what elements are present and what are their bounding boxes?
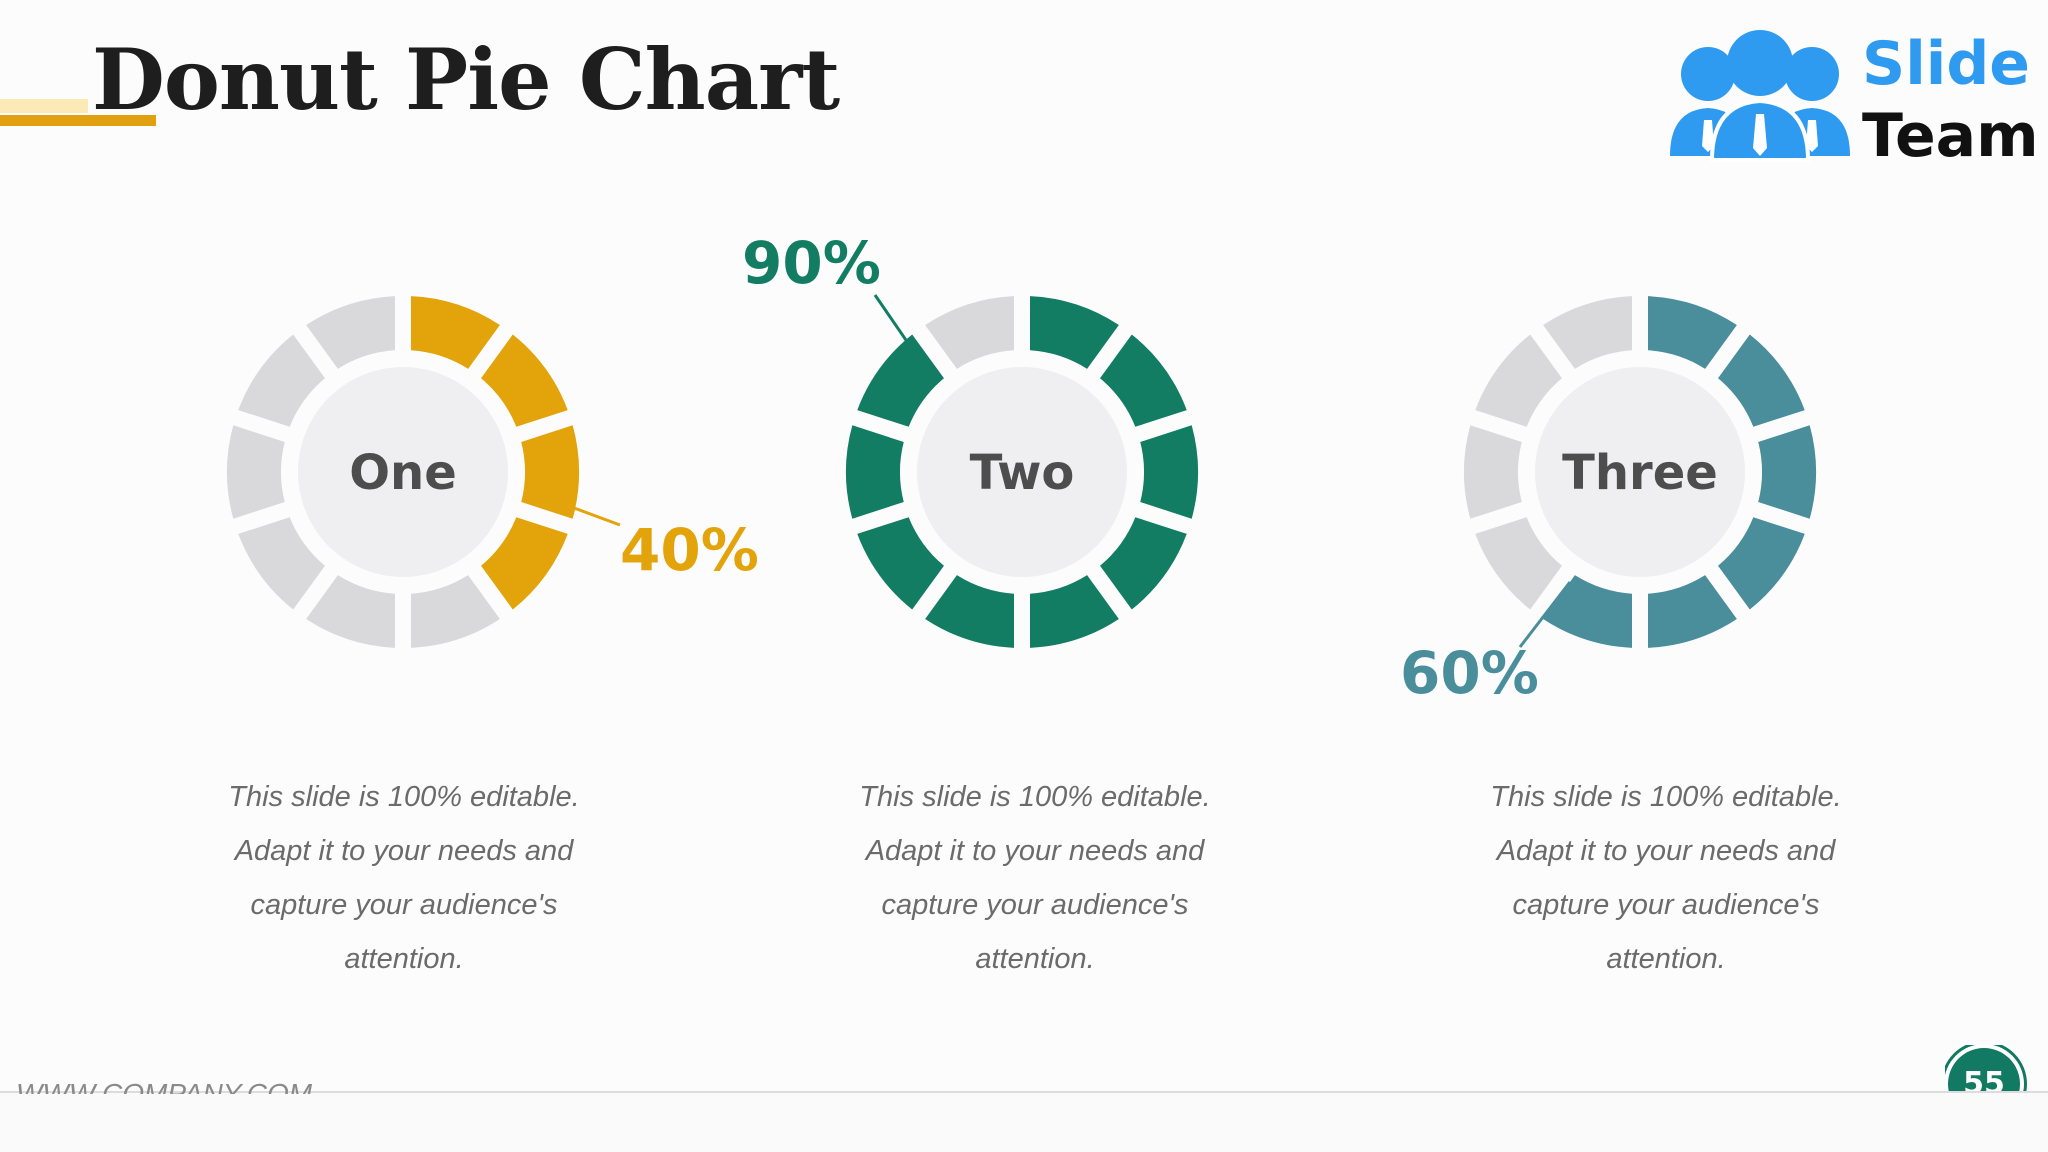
donut-chart-three: Three 60% (1400, 296, 1816, 707)
donut-center-label: Three (1562, 445, 1718, 501)
donut-center (917, 367, 1127, 577)
donut-segment-filled (1647, 296, 1737, 369)
donut-segment-empty (1543, 296, 1633, 369)
donut-segment-empty (1464, 425, 1522, 519)
donut-segment-filled (1718, 517, 1805, 610)
donut-segment-filled (521, 425, 579, 519)
donut-segment-empty (306, 296, 396, 369)
title-accent-bar (0, 115, 156, 126)
description-line: This slide is 100% editable. (859, 781, 1211, 813)
donut-center (298, 367, 508, 577)
description-line: This slide is 100% editable. (1490, 781, 1842, 813)
people-icon (1670, 30, 1850, 162)
description-three: This slide is 100% editable. Adapt it to… (1446, 770, 1886, 986)
donut-center (1535, 367, 1745, 577)
value-leader-line (1518, 581, 1572, 648)
donut-segment-filled (1543, 575, 1633, 648)
description-line: Adapt it to your needs and (234, 835, 574, 867)
donut-segment-filled (1758, 425, 1816, 519)
donut-center-label: One (349, 445, 457, 501)
description-line: Adapt it to your needs and (865, 835, 1205, 867)
donut-segment-filled (1100, 334, 1187, 427)
donut-segment-filled (481, 517, 568, 610)
donut-segment-filled (481, 334, 568, 427)
value-leader-line (873, 294, 932, 376)
donut-segment-empty (1475, 517, 1562, 610)
donut-segment-filled (1029, 575, 1119, 648)
page-number: 55 (1963, 1066, 2005, 1092)
value-label: 40% (620, 516, 759, 584)
description-line: Adapt it to your needs and (1496, 835, 1836, 867)
description-line: capture your audience's (881, 889, 1189, 921)
donut-segment-empty (238, 517, 325, 610)
donut-segment-filled (925, 575, 1015, 648)
donut-segment-filled (1718, 334, 1805, 427)
donut-segment-filled (1100, 517, 1187, 610)
description-line: attention. (975, 943, 1095, 975)
value-label: 60% (1400, 639, 1539, 707)
donut-segment-empty (238, 334, 325, 427)
donut-center-label: Two (970, 445, 1075, 501)
description-line: capture your audience's (1512, 889, 1820, 921)
donut-segment-filled (857, 517, 944, 610)
footer-area (0, 1093, 2048, 1152)
slide-title: Donut Pie Chart (92, 30, 840, 129)
footer-divider (0, 1091, 2048, 1093)
value-label: 90% (742, 229, 881, 297)
donut-segment-empty (410, 575, 500, 648)
description-two: This slide is 100% editable. Adapt it to… (815, 770, 1255, 986)
donut-segment-empty (1475, 334, 1562, 427)
logo-text-slide: Slide (1862, 29, 2030, 99)
donut-segment-filled (1647, 575, 1737, 648)
description-one: This slide is 100% editable. Adapt it to… (184, 770, 624, 986)
donut-chart-two: Two 90% (742, 229, 1198, 648)
donut-segment-filled (1029, 296, 1119, 369)
donut-segment-filled (857, 334, 944, 427)
description-line: This slide is 100% editable. (228, 781, 580, 813)
description-line: attention. (344, 943, 464, 975)
donut-segment-empty (306, 575, 396, 648)
value-leader-line (565, 503, 621, 527)
page-number-badge: 55 (1945, 1045, 2031, 1091)
title-accent-light (0, 99, 88, 113)
donut-segment-empty (226, 425, 285, 519)
footer-url: WWW.COMPANY.COM (16, 1080, 312, 1094)
slideteam-logo: Slide Team (1660, 28, 2039, 168)
logo-text-team: Team (1862, 101, 2039, 171)
donut-segment-filled (1140, 425, 1198, 519)
description-line: attention. (1606, 943, 1726, 975)
donut-segment-empty (925, 296, 1015, 369)
donut-chart-one: One 40% (226, 296, 759, 648)
donut-segment-filled (410, 296, 500, 369)
description-line: capture your audience's (250, 889, 558, 921)
donut-segment-filled (846, 425, 904, 519)
